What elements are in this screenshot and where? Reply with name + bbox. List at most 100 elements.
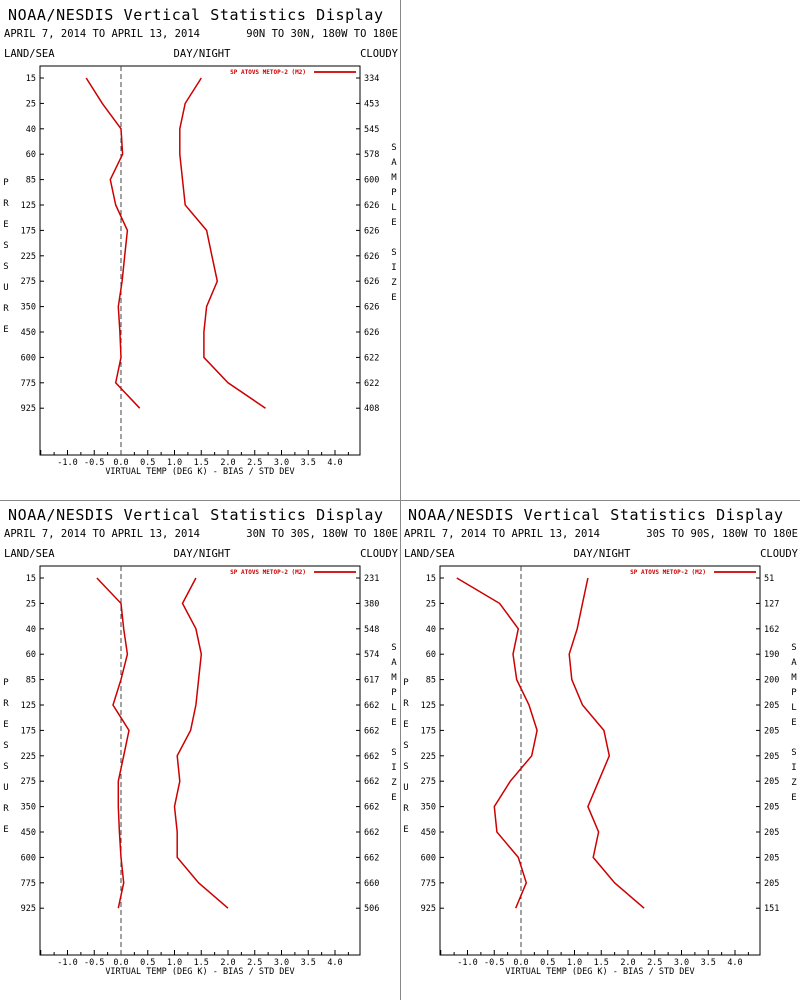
sample-size-label: 578 [364,150,379,160]
x-tick-label: 3.0 [674,958,689,968]
sample-size-axis-letter: A [391,658,397,668]
x-tick-label: 2.0 [220,958,235,968]
sample-size-label: 380 [364,599,379,609]
sample-size-label: 662 [364,777,379,787]
pressure-level-label: 600 [21,853,36,863]
x-tick-label: 3.5 [701,958,716,968]
pressure-level-label: 350 [421,803,436,813]
sample-size-axis-letter: E [391,718,396,728]
pressure-axis-letter: R [403,699,409,709]
pressure-level-label: 275 [21,277,36,287]
sample-size-label: 622 [364,379,379,389]
bias-line [85,77,141,409]
sample-size-label: 662 [364,752,379,762]
x-tick-label: 3.5 [301,458,316,468]
pressure-axis-letter: U [3,283,8,293]
sample-size-label: 127 [764,599,779,609]
pressure-level-label: 175 [21,726,36,736]
x-tick-label: 4.0 [327,958,342,968]
x-tick-label: -1.0 [57,458,77,468]
pressure-level-label: 15 [426,574,436,584]
pressure-axis-letter: E [3,325,8,335]
pressure-level-label: 225 [21,252,36,262]
x-tick-label: 3.0 [274,958,289,968]
sample-size-label: 453 [364,99,379,109]
x-tick-label: 4.0 [327,458,342,468]
pressure-axis-letter: E [403,825,408,835]
sample-size-axis-letter: A [391,158,397,168]
sample-size-axis-letter: E [391,218,396,228]
pressure-axis-letter: E [3,720,8,730]
sample-size-label: 231 [364,574,379,584]
sample-size-axis-letter: I [391,263,396,273]
sample-size-label: 622 [364,353,379,363]
sample-size-label: 205 [764,879,779,889]
plot-frame [39,65,361,456]
pressure-level-label: 85 [26,676,36,686]
pressure-level-label: 40 [426,625,436,635]
x-tick-label: 1.0 [567,958,582,968]
x-axis-label: VIRTUAL TEMP (DEG K) - BIAS / STD DEV [505,967,694,977]
x-tick-label: 0.5 [540,958,555,968]
sample-size-label: 205 [764,752,779,762]
x-tick-label: 3.5 [301,958,316,968]
pressure-level-label: 60 [426,650,436,660]
x-tick-label: 0.0 [113,958,128,968]
sample-size-label: 408 [364,404,379,414]
plot-frame [39,565,361,956]
sample-size-axis-letter: S [791,748,796,758]
pressure-axis-letter: R [3,804,9,814]
x-tick-label: 3.0 [274,458,289,468]
chart-panel: NOAA/NESDIS Vertical Statistics Display A… [403,506,798,977]
pressure-level-label: 125 [21,201,36,211]
sample-size-label: 626 [364,328,379,338]
sample-size-label: 51 [764,574,774,584]
pressure-axis-letter: R [3,304,9,314]
sample-size-label: 617 [364,676,379,686]
land-sea-label: LAND/SEA [404,548,455,560]
sample-size-label: 662 [364,853,379,863]
sample-size-axis-letter: M [391,173,397,183]
x-tick-label: 2.0 [220,458,235,468]
sample-size-axis-letter: Z [791,778,797,788]
pressure-level-label: 775 [21,879,36,889]
pressure-level-label: 40 [26,625,36,635]
x-tick-label: 2.5 [247,958,262,968]
cloudy-label: CLOUDY [360,548,399,560]
panel-title: NOAA/NESDIS Vertical Statistics Display [408,506,784,524]
pressure-level-label: 450 [21,328,36,338]
day-night-label: DAY/NIGHT [174,48,232,60]
x-tick-label: 2.5 [647,958,662,968]
pressure-axis-letter: P [3,678,9,688]
sample-size-label: 151 [764,904,779,914]
sample-size-label: 626 [364,201,379,211]
sample-size-axis-letter: P [391,688,397,698]
pressure-level-label: 450 [421,828,436,838]
x-tick-label: 1.5 [194,958,209,968]
pressure-level-label: 450 [21,828,36,838]
pressure-level-label: 85 [26,176,36,186]
region-label: 30S TO 90S, 180W TO 180E [646,528,798,540]
pressure-level-label: 60 [26,650,36,660]
date-range: APRIL 7, 2014 TO APRIL 13, 2014 [4,528,200,540]
pressure-level-label: 925 [21,904,36,914]
sample-size-label: 626 [364,303,379,313]
pressure-axis-letter: S [3,762,8,772]
pressure-axis-letter: U [403,783,408,793]
sample-size-axis-letter: P [791,688,797,698]
sample-size-label: 162 [764,625,779,635]
sample-size-axis-letter: S [791,643,796,653]
pressure-level-label: 350 [21,303,36,313]
sample-size-axis-letter: I [391,763,396,773]
pressure-level-label: 125 [421,701,436,711]
sample-size-label: 205 [764,777,779,787]
x-tick-label: -0.5 [484,958,504,968]
sample-size-label: 600 [364,176,379,186]
region-label: 30N TO 30S, 180W TO 180E [246,528,398,540]
sample-size-axis-letter: E [391,793,396,803]
std-dev-line [568,577,645,909]
legend-label: SP ATOVS METOP-2 (M2) [630,569,706,576]
pressure-axis-letter: E [3,220,8,230]
sample-size-label: 662 [364,726,379,736]
